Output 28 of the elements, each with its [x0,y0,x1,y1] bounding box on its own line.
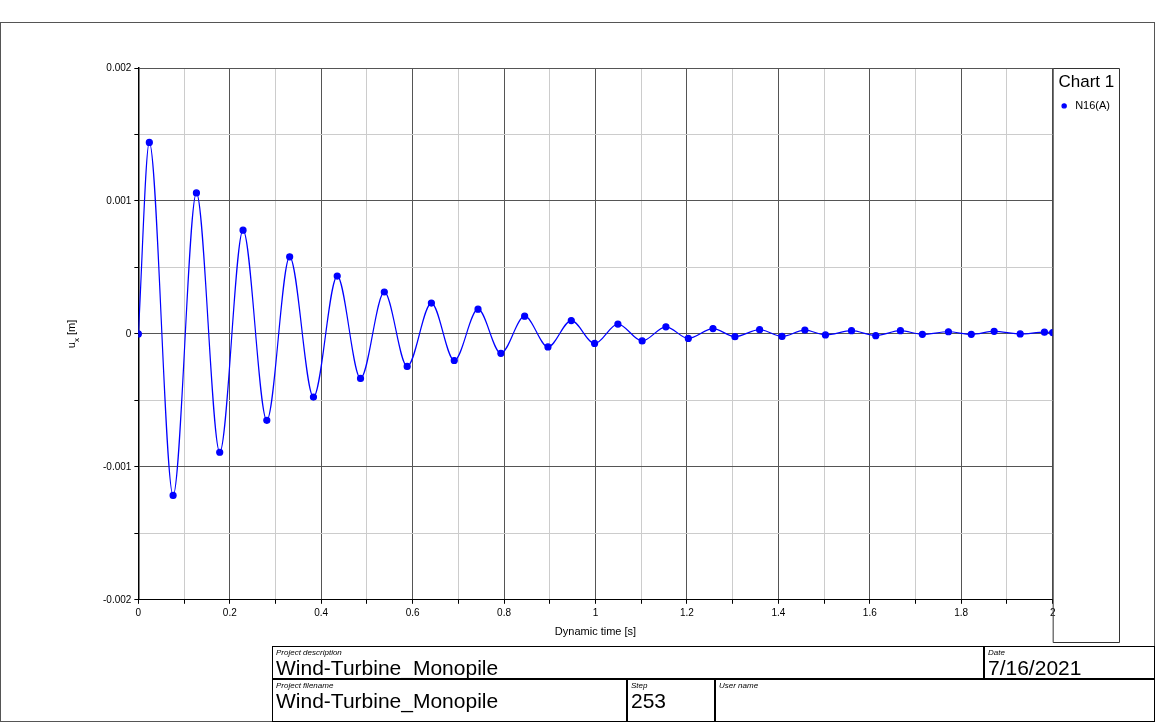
y-tick-label: -0.001 [103,460,132,472]
x-tick-label: 1.6 [862,606,878,618]
text: Project filename [276,681,334,690]
x-tick-label: 2 [1049,606,1056,618]
text: 7/16/2021 [988,656,1082,680]
x-tick-label: 1.2 [679,606,695,618]
x-tick-label: 0.8 [497,606,512,618]
y-tick-label: 0 [125,327,132,339]
x-axis-title: Dynamic time [s] [554,625,637,638]
x-tick-label: 1 [592,606,599,618]
x-tick-label: 0 [135,606,142,618]
text: User name [719,681,759,690]
x-tick-label: 0.6 [405,606,421,618]
text: 253 [631,689,667,713]
x-tick-label: 1.8 [954,606,969,618]
text: Wind-Turbine_Monopile [276,656,499,680]
text: Wind-Turbine_Monopile [276,689,499,713]
y-tick-label: 0.001 [106,194,132,206]
y-tick-label: 0.002 [106,61,132,73]
legend-label: N16(A) [1075,98,1110,111]
text: Project description [276,648,342,657]
text: Step [631,681,648,690]
x-tick-label: 1.4 [771,606,786,618]
legend-title: Chart 1 [1058,72,1115,92]
x-tick-label: 0.4 [314,606,329,618]
y-tick-label: -0.002 [103,593,132,605]
text: Date [988,648,1005,657]
x-tick-label: 0.2 [222,606,238,618]
